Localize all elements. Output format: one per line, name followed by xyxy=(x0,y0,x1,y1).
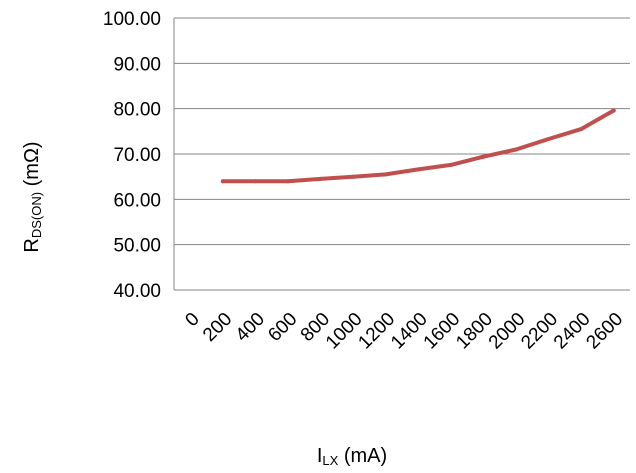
data-point xyxy=(351,174,356,179)
data-point xyxy=(416,167,421,172)
y-tick-label: 70.00 xyxy=(113,145,161,166)
y-tick-label: 80.00 xyxy=(113,100,161,121)
x-tick-label: 2000 xyxy=(485,309,530,354)
data-point xyxy=(481,154,486,159)
x-tick-label: 1800 xyxy=(452,309,497,354)
axes xyxy=(173,18,630,291)
y-tick-label: 100.00 xyxy=(103,9,161,30)
x-tick-label: 2200 xyxy=(517,309,562,354)
data-series xyxy=(220,108,616,184)
x-tick-label: 400 xyxy=(232,309,269,346)
data-point xyxy=(448,162,453,167)
y-tick-labels: 40.00 50.00 60.00 70.00 80.00 90.00 100.00 xyxy=(103,9,161,302)
data-point xyxy=(253,179,258,184)
y-axis-title: RDS(ON) (mΩ) xyxy=(21,141,44,252)
data-point xyxy=(579,127,584,132)
x-tick-labels: 0200400600800100012001400160018002000220… xyxy=(181,309,627,354)
x-tick-label: 2400 xyxy=(550,309,595,354)
data-point xyxy=(546,137,551,141)
y-tick-label: 90.00 xyxy=(113,54,161,75)
y-tick-label: 40.00 xyxy=(113,281,161,302)
x-tick-label: 1200 xyxy=(355,309,400,354)
x-tick-label: 1400 xyxy=(387,309,432,354)
gridlines xyxy=(174,17,630,246)
x-tick-label: 200 xyxy=(199,309,236,346)
data-point xyxy=(286,179,290,184)
x-tick-label: 0 xyxy=(181,309,203,331)
data-point xyxy=(514,147,518,152)
x-tick-label: 1000 xyxy=(322,309,367,354)
data-point xyxy=(220,179,225,184)
x-axis-title: ILX (mA) xyxy=(317,445,387,468)
data-point xyxy=(611,108,616,113)
x-tick-label: 2600 xyxy=(583,309,628,354)
data-point xyxy=(318,176,323,181)
y-tick-label: 60.00 xyxy=(113,190,161,211)
x-tick-label: 1600 xyxy=(420,309,465,354)
x-tick-label: 600 xyxy=(264,309,301,346)
y-tick-label: 50.00 xyxy=(113,236,161,257)
data-point xyxy=(383,172,388,177)
